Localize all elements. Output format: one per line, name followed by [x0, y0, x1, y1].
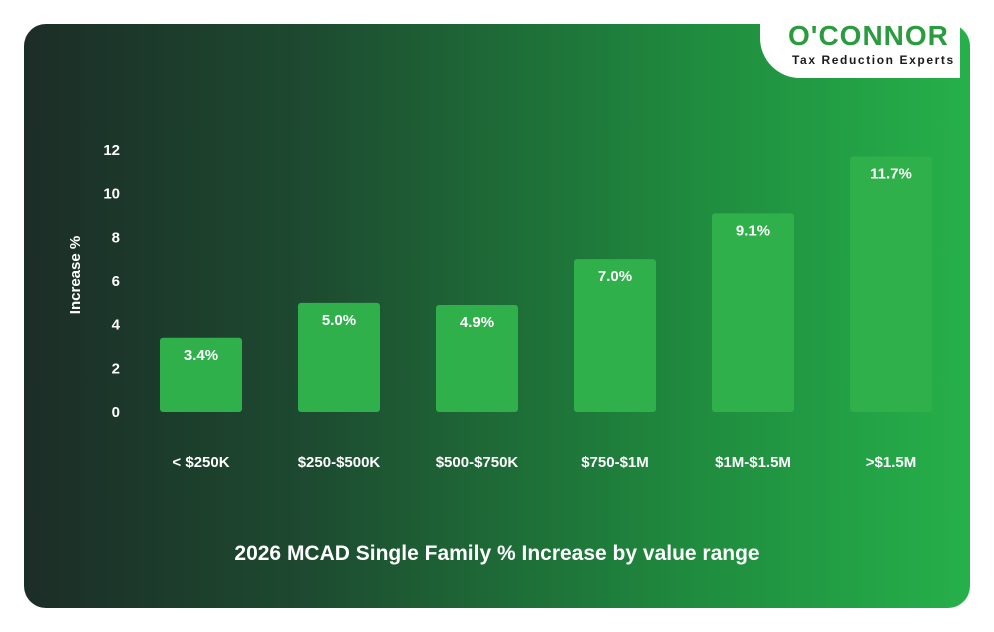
x-category-label: >$1.5M [866, 454, 916, 471]
y-tick-label: 2 [112, 360, 120, 377]
logo-tab [760, 0, 960, 78]
y-axis: 0 2 4 6 8 10 12 [103, 142, 120, 421]
bar [436, 305, 518, 412]
x-category-label: $750-$1M [581, 454, 649, 471]
y-tick-label: 8 [112, 229, 120, 246]
x-category-label: < $250K [172, 454, 229, 471]
chart-title: 2026 MCAD Single Family % Increase by va… [234, 542, 760, 565]
bar-data-label: 11.7% [870, 166, 912, 183]
x-category-label: $1M-$1.5M [715, 454, 791, 471]
bar-data-label: 9.1% [736, 222, 770, 239]
bar-data-label: 3.4% [184, 347, 218, 364]
y-axis-label: Increase % [67, 236, 84, 314]
y-tick-label: 10 [103, 186, 120, 203]
y-tick-label: 6 [112, 273, 120, 290]
bar-data-label: 4.9% [460, 314, 494, 331]
bar [160, 337, 242, 412]
bar [298, 302, 380, 412]
x-category-label: $500-$750K [436, 454, 519, 471]
brand-logo: O'CONNOR [788, 20, 949, 51]
bar [712, 213, 794, 412]
bar [850, 156, 932, 412]
brand-tagline: Tax Reduction Experts [792, 53, 955, 67]
y-tick-label: 0 [112, 404, 120, 421]
bar-data-label: 7.0% [598, 268, 632, 285]
y-tick-label: 12 [103, 142, 120, 159]
bar-data-label: 5.0% [322, 312, 356, 329]
bars: 3.4% 5.0% 4.9% 7.0% 9.1% 11.7% [160, 156, 932, 412]
bar [574, 259, 656, 412]
x-axis-categories: < $250K $250-$500K $500-$750K $750-$1M $1M-$… [172, 454, 916, 471]
y-tick-label: 4 [112, 317, 121, 334]
x-category-label: $250-$500K [298, 454, 381, 471]
